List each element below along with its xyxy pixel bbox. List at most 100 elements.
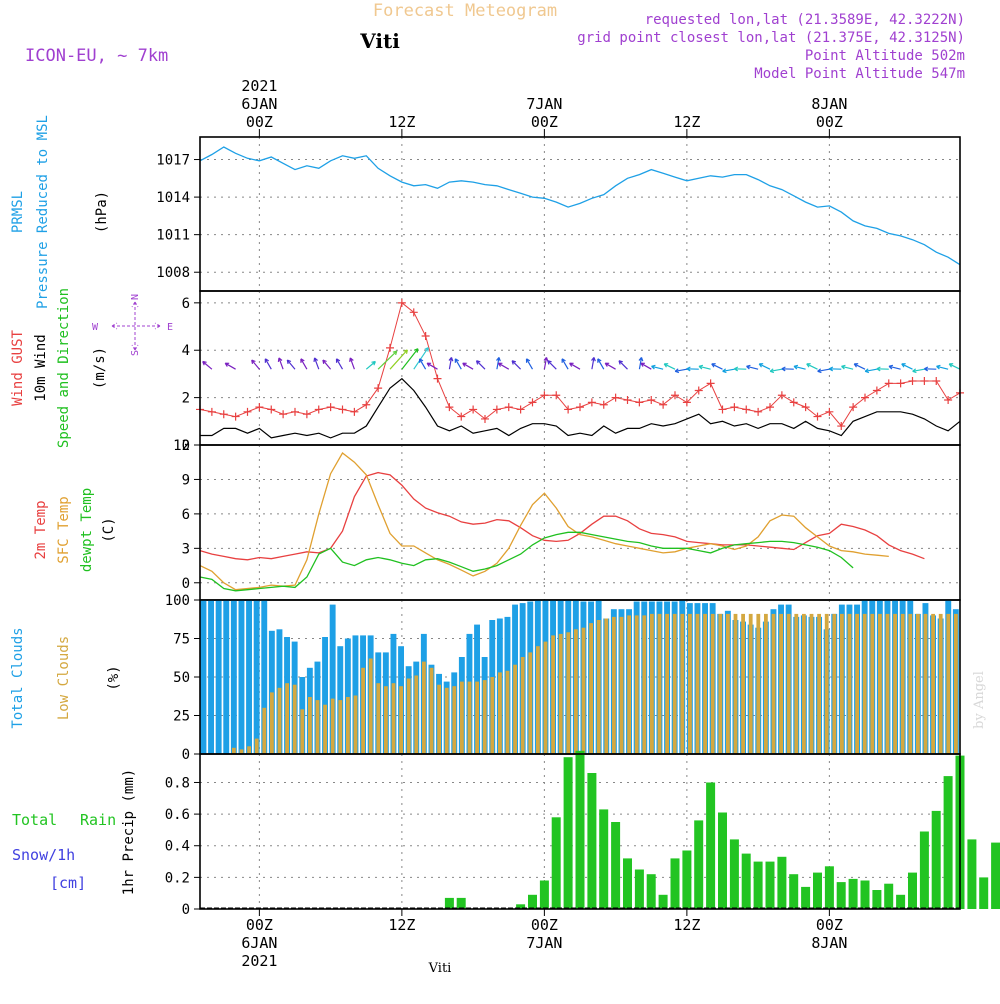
y-tick-label: 50 <box>173 670 190 686</box>
snow-label: Snow/1h <box>12 846 75 864</box>
wind-direction-arrow <box>817 368 830 374</box>
wind-direction-arrow <box>936 364 949 370</box>
rain-bar <box>694 820 704 909</box>
wind-direction-arrow <box>322 359 332 370</box>
rain-bar <box>563 757 573 909</box>
gust-marker <box>350 407 359 416</box>
gust-marker <box>659 400 668 409</box>
wind-direction-arrow <box>806 363 818 370</box>
total-cloud-bar <box>223 600 230 754</box>
low-cloud-bar <box>414 675 419 754</box>
low-cloud-bar <box>543 641 548 754</box>
wind-direction-arrow <box>686 366 699 372</box>
gust-marker <box>576 403 584 412</box>
low-cloud-bar <box>300 709 305 754</box>
bottom-tick-label: 00Z <box>816 916 843 934</box>
temp-2m-label: 2m Temp <box>33 500 49 559</box>
low-cloud-bar <box>581 627 586 754</box>
gust-marker <box>718 405 727 414</box>
gust-marker <box>421 332 430 341</box>
y-tick-label: 6 <box>182 296 190 312</box>
wind-direction-arrow <box>561 358 569 370</box>
wind-direction-arrow <box>758 363 771 370</box>
low-cloud-bar <box>270 692 274 754</box>
wind-direction-arrow <box>264 358 272 370</box>
gust-marker <box>766 403 774 412</box>
low-cloud-bar <box>931 613 935 754</box>
gust-marker <box>825 407 834 416</box>
low-cloud-bar <box>505 670 510 754</box>
dewpt-line <box>199 531 854 592</box>
rain-bar <box>777 856 787 909</box>
low-cloud-bar <box>672 613 677 754</box>
gust-marker <box>457 412 466 421</box>
low-cloud-bar <box>938 613 943 754</box>
rain-bar <box>729 839 739 909</box>
gust-marker <box>374 384 383 393</box>
rain-bar <box>813 872 822 909</box>
wind-direction-arrow <box>224 362 236 370</box>
wind-direction-arrow <box>793 364 806 370</box>
wind-direction-arrow <box>300 358 308 370</box>
wind-direction-arrow <box>277 357 284 370</box>
rain-bar <box>789 874 799 909</box>
wind-direction-arrow <box>389 349 408 370</box>
low-cloud-bar <box>566 632 571 754</box>
temp-unit: (C) <box>101 517 117 542</box>
chart-title: Forecast Meteogram <box>373 1 557 21</box>
low-cloud-bar <box>475 681 479 754</box>
low-cloud-bar <box>650 613 654 754</box>
requested-coords: requested lon,lat (21.3589E, 42.3222N) <box>645 12 965 28</box>
gust-marker <box>706 379 715 388</box>
gust-marker <box>243 407 252 416</box>
rain-bar <box>634 869 644 909</box>
low-cloud-bar <box>384 686 388 754</box>
y-tick-label: 2 <box>182 391 190 407</box>
wind-direction-arrow <box>496 357 501 370</box>
total-cloud-bar <box>208 600 214 754</box>
wind-direction-arrow <box>202 360 213 370</box>
rain-bar <box>836 882 846 909</box>
low-cloud-bar <box>292 684 297 754</box>
gust-marker <box>777 391 786 400</box>
low-cloud-bar <box>688 613 692 754</box>
wind-direction-arrow <box>853 363 866 370</box>
low-cloud-bar <box>718 613 723 754</box>
low-cloud-bar <box>764 613 768 754</box>
wind-direction-arrow <box>769 368 783 374</box>
gust-marker <box>540 391 549 400</box>
y-tick-label: 1008 <box>156 265 190 281</box>
gust-marker <box>528 398 537 407</box>
gust-marker <box>599 400 608 409</box>
gust-marker <box>849 403 858 412</box>
low-cloud-bar <box>665 613 669 754</box>
wind-direction-arrow <box>711 363 723 370</box>
rain-bar <box>575 750 585 909</box>
y-tick-label: 9 <box>182 472 190 488</box>
low-cloud-bar <box>330 698 335 754</box>
rain-bar <box>706 782 716 909</box>
wind-direction-arrow <box>335 358 344 370</box>
top-tick-label: 12Z <box>673 113 700 131</box>
low-cloud-bar <box>391 683 396 754</box>
panel-frame <box>199 753 961 910</box>
low-cloud-bar <box>399 686 403 754</box>
precip-panel: 0 0.2 0.4 0.6 0.8 <box>165 750 1000 918</box>
panel-frame <box>199 136 961 292</box>
y-tick-label: 0 <box>182 747 190 763</box>
total-cloud-bar <box>352 635 359 754</box>
wind-direction-arrow <box>923 366 937 372</box>
gust-marker <box>552 391 561 400</box>
sfc-temp-line <box>199 452 889 591</box>
wind-direction-arrow <box>511 360 522 370</box>
pressure-label-desc: Pressure Reduced to MSL <box>35 115 51 309</box>
gust-marker <box>789 398 798 407</box>
low-cloud-bar <box>612 616 616 754</box>
low-cloud-bar <box>733 613 738 754</box>
temp-dewpt-label: dewpt Temp <box>79 488 95 572</box>
low-cloud-bar <box>574 629 578 754</box>
wind-direction-arrow <box>841 364 854 370</box>
gust-marker <box>611 393 620 402</box>
low-cloud-bar <box>954 613 958 754</box>
